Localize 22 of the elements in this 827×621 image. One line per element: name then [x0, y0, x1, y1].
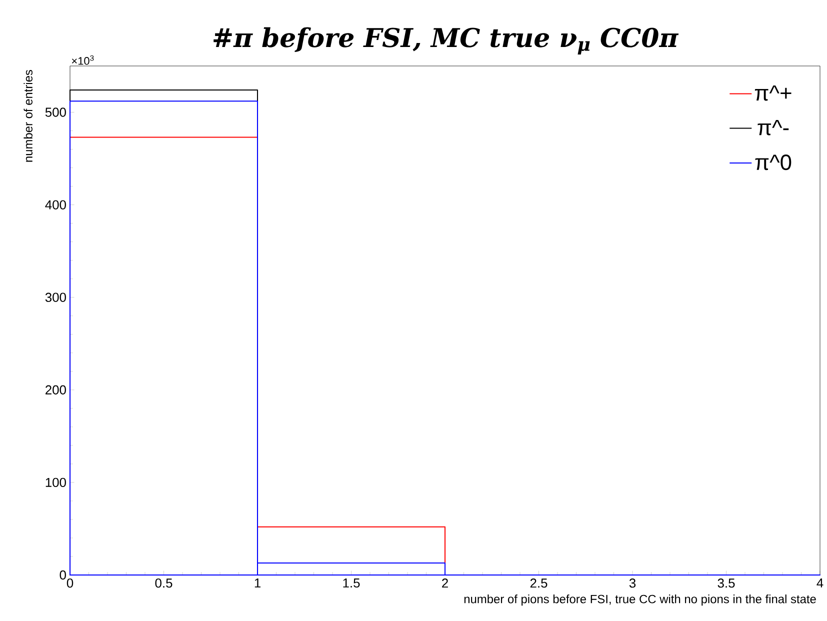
x-tick-label: 0 — [66, 578, 74, 588]
x-tick-label: 2 — [442, 578, 448, 588]
chart-title: #π before FSI, MC true ν$_{μ}$ CC0π — [214, 27, 679, 54]
x-tick-label: 4 — [816, 578, 824, 588]
y-axis-title: number of entries — [24, 70, 32, 162]
text: ×10$^{3}$ — [72, 55, 94, 65]
x-tick-label: 3.5 — [718, 578, 735, 588]
x-tick-label: 0.5 — [155, 578, 172, 588]
x-tick-label: 1 — [254, 578, 260, 588]
y-tick-label: 400 — [45, 200, 66, 210]
x-axis-title: number of pions before FSI, true CC with no pions in the final state — [464, 594, 816, 606]
y-tick-label: 300 — [45, 292, 66, 302]
legend-label: π^0 — [755, 154, 792, 170]
y-tick-label: 200 — [46, 385, 66, 394]
x-tick-label: 1.5 — [343, 578, 360, 588]
legend-label: π^- — [758, 120, 789, 136]
y-tick-label: 100 — [46, 478, 66, 488]
y-tick-label: 0 — [60, 570, 66, 580]
legend-label: π^+ — [754, 85, 792, 101]
x-tick-label: 3 — [629, 578, 636, 588]
x-tick-label: 2.5 — [530, 578, 548, 588]
y-tick-label: 500 — [45, 108, 66, 117]
